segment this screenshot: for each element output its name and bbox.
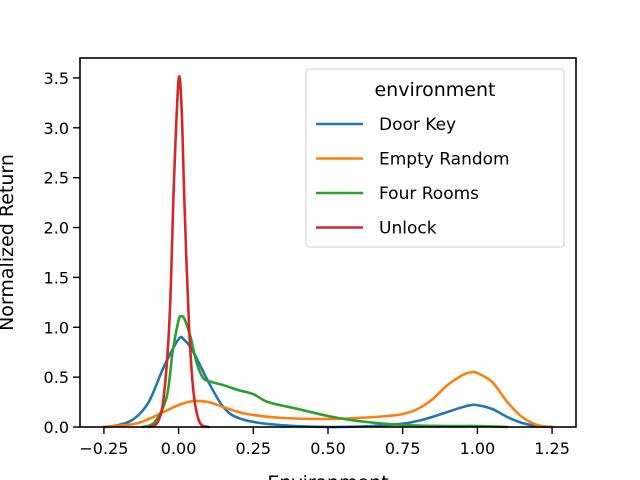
x-tick-label: 0.50 (310, 439, 346, 458)
y-axis-ticks: 0.0 0.5 1.0 1.5 2.0 2.5 3.0 3.5 (44, 69, 80, 437)
series-line-1 (102, 335, 554, 429)
x-tick-label: 0.75 (385, 439, 421, 458)
legend-items: Door Key Empty Random Four Rooms Unlock (316, 115, 510, 239)
y-tick-label: 3.0 (44, 119, 69, 138)
series-layer (102, 75, 554, 429)
y-tick-label: 2.0 (44, 219, 69, 238)
x-tick-label: 1.00 (460, 439, 496, 458)
y-tick-label: 3.5 (44, 69, 69, 88)
series-line-3 (141, 314, 509, 429)
x-tick-label: 1.25 (534, 439, 570, 458)
x-axis-ticks: −0.25 0.00 0.25 0.50 0.75 1.00 1.25 (79, 427, 570, 458)
x-tick-label: 0.00 (161, 439, 197, 458)
x-tick-label: −0.25 (79, 439, 128, 458)
legend-label-4: Unlock (379, 219, 437, 239)
y-tick-label: 1.0 (44, 318, 69, 337)
legend-label-2: Empty Random (379, 150, 510, 170)
legend-box (305, 68, 565, 248)
legend-label-3: Four Rooms (379, 184, 479, 204)
y-tick-label: 1.5 (44, 268, 69, 287)
series-line-2 (102, 370, 554, 429)
x-axis-label: Environment (267, 472, 388, 480)
y-tick-label: 0.5 (44, 368, 69, 387)
legend-label-1: Door Key (379, 115, 456, 135)
legend: environment Door Key Empty Random Four Roo… (305, 68, 565, 248)
y-tick-label: 2.5 (44, 169, 69, 188)
x-tick-label: 0.25 (235, 439, 271, 458)
y-axis-label: Normalized Return (0, 154, 18, 331)
y-tick-label: 0.0 (44, 418, 69, 437)
legend-title: environment (374, 79, 495, 101)
series-line-4 (147, 75, 210, 429)
